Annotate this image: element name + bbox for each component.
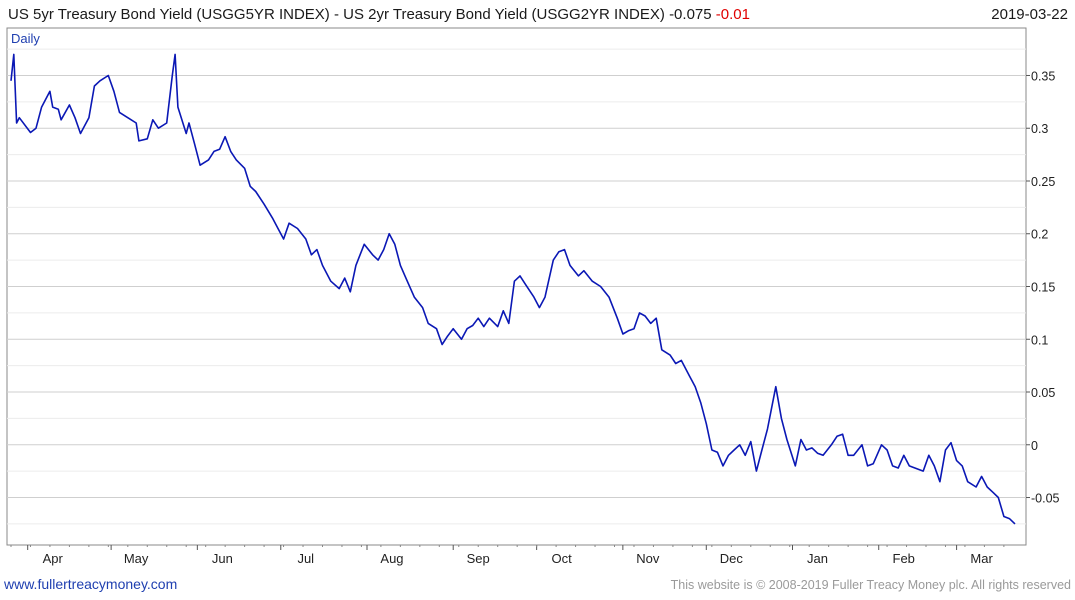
chart-title-text: US 5yr Treasury Bond Yield (USGG5YR INDE… [8,6,665,23]
site-link[interactable]: www.fullertreacymoney.com [4,576,178,592]
x-tick-label: Jun [212,551,233,566]
y-tick-label: 0.35 [1031,69,1055,83]
y-tick-label: 0.1 [1031,333,1048,347]
x-tick-label: Nov [636,551,660,566]
period-label: Daily [11,31,40,46]
y-tick-label: 0.05 [1031,386,1055,400]
copyright-notice: This website is © 2008-2019 Fuller Treac… [670,578,1071,592]
x-tick-label: Dec [720,551,744,566]
series-line [10,53,1016,525]
x-tick-label: Aug [380,551,403,566]
x-tick-label: Jan [807,551,828,566]
x-tick-label: Apr [43,551,64,566]
x-tick-label: Oct [552,551,573,566]
y-tick-label: 0.25 [1031,175,1055,189]
x-tick-label: May [124,551,149,566]
x-tick-label: Feb [893,551,915,566]
x-tick-label: Mar [970,551,993,566]
change-value: -0.01 [715,6,750,23]
y-tick-label: 0 [1031,439,1038,453]
y-tick-label: -0.05 [1031,492,1060,506]
x-tick-label: Sep [467,551,490,566]
chart-title: US 5yr Treasury Bond Yield (USGG5YR INDE… [8,6,750,23]
x-tick-label: Jul [297,551,314,566]
y-tick-label: 0.15 [1031,281,1055,295]
y-tick-label: 0.2 [1031,228,1048,242]
y-tick-label: 0.3 [1031,122,1048,136]
last-value: -0.075 [669,6,712,23]
chart-date: 2019-03-22 [991,6,1068,23]
